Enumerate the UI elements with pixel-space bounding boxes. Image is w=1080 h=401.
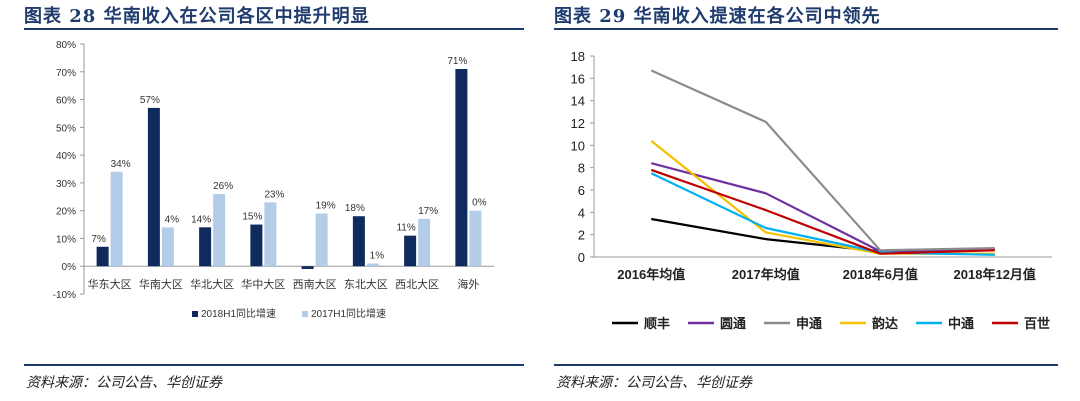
y-tick-label: 50% xyxy=(56,123,76,134)
series-line-中通 xyxy=(650,172,995,256)
bar-data-label: 11% xyxy=(396,223,415,234)
right-line-chart: 0 2 4 6 8 10 12 14 16 18 2016年均值 2017年均值 2018年6月值 201… xyxy=(571,49,1052,331)
x-category-label: 华东大区 xyxy=(88,277,132,291)
series-line-顺丰 xyxy=(651,217,995,253)
left-title-rule xyxy=(24,28,524,30)
bar-2017h1 xyxy=(366,263,379,267)
bar-2017h1 xyxy=(213,194,226,267)
y-tick-label: -10% xyxy=(53,290,76,301)
right-title-rule xyxy=(554,28,1058,30)
y-tick-label: 70% xyxy=(56,68,76,79)
bar-2017h1 xyxy=(418,219,431,267)
y-tick-label: 16 xyxy=(571,71,585,86)
bar-2017h1 xyxy=(110,171,123,267)
bar-2018h1 xyxy=(199,227,212,267)
x-category-label: 2017年均值 xyxy=(732,267,800,282)
x-category-label: 2016年均值 xyxy=(617,267,685,282)
right-source-note: 资料来源：公司公告、华创证券 xyxy=(556,375,752,391)
left-source-note: 资料来源：公司公告、华创证券 xyxy=(26,375,222,391)
legend-swatch xyxy=(302,311,308,317)
left-bar-chart: -10% 0% 10% 20% 30% 40% 50% 60% 70% 80% 7% 34% 华东大区 5… xyxy=(53,40,494,320)
bar-data-label: 14% xyxy=(191,214,211,225)
bar-data-label: 1% xyxy=(370,250,385,261)
bar-data-label: 7% xyxy=(91,234,106,245)
legend-label: 2018H1同比增速 xyxy=(201,307,276,320)
right-figure-title: 图表 29 华南收入提速在各公司中领先 xyxy=(554,6,881,27)
bar-2018h1 xyxy=(250,224,263,267)
bar-data-label: 26% xyxy=(213,181,233,192)
x-category-label: 东北大区 xyxy=(344,277,388,291)
y-tick-label: 8 xyxy=(578,161,585,176)
y-tick-label: 10 xyxy=(571,138,585,153)
y-tick-label: 18 xyxy=(571,49,585,64)
y-tick-label: 4 xyxy=(578,205,585,220)
legend-swatch xyxy=(192,311,198,317)
legend-label: 中通 xyxy=(948,316,974,331)
legend-label: 2017H1同比增速 xyxy=(311,307,386,320)
series-line-百世 xyxy=(650,168,995,255)
y-tick-label: 80% xyxy=(56,40,76,51)
y-tick-label: 2 xyxy=(578,228,585,243)
bar-2017h1 xyxy=(161,227,174,267)
legend-label: 韵达 xyxy=(872,316,898,331)
bar-2017h1 xyxy=(315,213,328,267)
y-tick-label: 30% xyxy=(56,179,76,190)
y-tick-label: 60% xyxy=(56,96,76,107)
bar-data-label: 34% xyxy=(111,159,131,170)
bar-2018h1 xyxy=(455,69,468,267)
bar-2017h1 xyxy=(469,210,482,267)
series-line-圆通 xyxy=(651,162,995,253)
y-tick-label: 6 xyxy=(578,183,585,198)
bar-data-label: 4% xyxy=(165,214,180,225)
x-category-label: 西南大区 xyxy=(293,277,337,291)
bar-data-label: 19% xyxy=(316,200,336,211)
bar-2018h1 xyxy=(147,107,160,267)
y-tick-label: 0% xyxy=(62,262,77,273)
bar-data-label: 18% xyxy=(345,203,365,214)
x-category-label: 华北大区 xyxy=(190,277,234,291)
bar-data-label: 15% xyxy=(242,212,262,223)
y-tick-label: 20% xyxy=(56,207,76,218)
y-tick-label: 10% xyxy=(56,234,76,245)
bar-2018h1 xyxy=(404,235,417,267)
bar-data-label: 0% xyxy=(472,198,487,209)
bar-2017h1 xyxy=(264,202,277,267)
bar-data-label: 23% xyxy=(264,189,284,200)
left-source-rule xyxy=(24,364,524,366)
y-tick-label: 12 xyxy=(571,116,585,131)
x-category-label: 海外 xyxy=(457,277,479,291)
bar-data-label: 71% xyxy=(447,56,467,67)
bar-2018h1 xyxy=(96,246,109,267)
legend-label: 顺丰 xyxy=(644,316,670,331)
legend-label: 圆通 xyxy=(720,316,746,331)
bar-data-label: 57% xyxy=(140,95,160,106)
x-category-label: 2018年6月值 xyxy=(843,267,918,282)
right-source-rule xyxy=(554,364,1058,366)
bar-2018h1 xyxy=(301,266,314,269)
bar-2018h1 xyxy=(352,216,365,267)
y-tick-label: 0 xyxy=(578,250,585,265)
x-category-label: 华中大区 xyxy=(241,277,285,291)
x-category-label: 2018年12月值 xyxy=(954,267,1036,282)
y-tick-label: 14 xyxy=(571,94,585,109)
legend-label: 申通 xyxy=(796,316,822,331)
y-tick-label: 40% xyxy=(56,151,76,162)
left-figure-title: 图表 28 华南收入在公司各区中提升明显 xyxy=(24,6,370,27)
x-category-label: 华南大区 xyxy=(139,277,183,291)
series-line-申通 xyxy=(650,69,995,252)
bar-data-label: 17% xyxy=(418,206,438,217)
x-category-label: 西北大区 xyxy=(395,277,439,291)
legend-label: 百世 xyxy=(1024,316,1050,331)
